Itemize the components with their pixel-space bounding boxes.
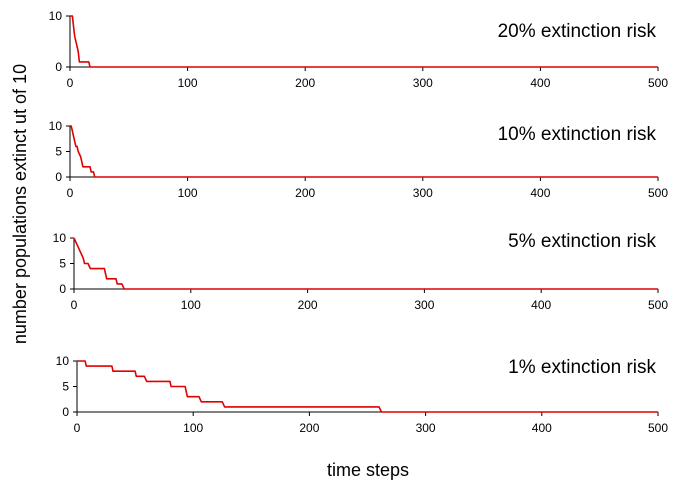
chart-panel: 5% extinction risk 0 100 200 300 400 500 0 5 10 [53,231,669,312]
chart-panel: 1% extinction risk 0 100 200 300 400 500 0 5 10 [56,354,669,435]
x-tick-label: 300 [413,76,433,90]
series-line [77,360,658,413]
x-tick-label: 200 [299,421,319,435]
x-tick-label: 300 [416,421,436,435]
x-axis-title: time steps [327,460,409,480]
y-tick-label: 10 [53,231,67,245]
x-tick-label: 0 [67,76,74,90]
y-tick-label: 5 [59,257,66,271]
x-tick-label: 500 [648,298,668,312]
y-tick-label: 5 [62,380,69,394]
x-tick-label: 400 [530,76,550,90]
y-tick-label: 10 [56,354,70,368]
panel-title: 20% extinction risk [498,21,657,42]
panel-title: 5% extinction risk [508,231,656,252]
y-tick-label: 10 [49,9,63,23]
y-tick-label: 0 [55,170,62,184]
chart-panel: 10% extinction risk 0 100 200 300 400 500 0 5 10 [49,119,669,200]
x-tick-label: 200 [295,186,315,200]
y-tick-label: 5 [55,145,62,159]
x-tick-label: 100 [181,298,201,312]
x-tick-label: 400 [531,298,551,312]
x-tick-label: 300 [413,186,433,200]
series-line [70,15,658,68]
chart-panel: 20% extinction risk 0 100 200 300 400 500 0 10 [49,9,669,90]
x-tick-label: 100 [178,76,198,90]
x-tick-label: 0 [74,421,81,435]
x-tick-label: 400 [530,186,550,200]
panel-title: 10% extinction risk [498,124,657,145]
x-tick-label: 300 [414,298,434,312]
y-tick-label: 0 [55,60,62,74]
y-tick-label: 10 [49,119,63,133]
y-tick-label: 0 [62,405,69,419]
x-tick-label: 0 [71,298,78,312]
y-axis-title: number populations extinct ut of 10 [10,64,30,344]
x-tick-label: 400 [532,421,552,435]
panel-title: 1% extinction risk [508,357,656,378]
x-tick-label: 100 [178,186,198,200]
x-tick-label: 500 [648,76,668,90]
x-tick-label: 100 [183,421,203,435]
series-line [73,237,658,290]
y-tick-label: 0 [59,282,66,296]
x-tick-label: 0 [67,186,74,200]
series-line [70,125,658,178]
x-tick-label: 200 [295,76,315,90]
x-tick-label: 500 [648,421,668,435]
x-tick-label: 200 [298,298,318,312]
x-tick-label: 500 [648,186,668,200]
